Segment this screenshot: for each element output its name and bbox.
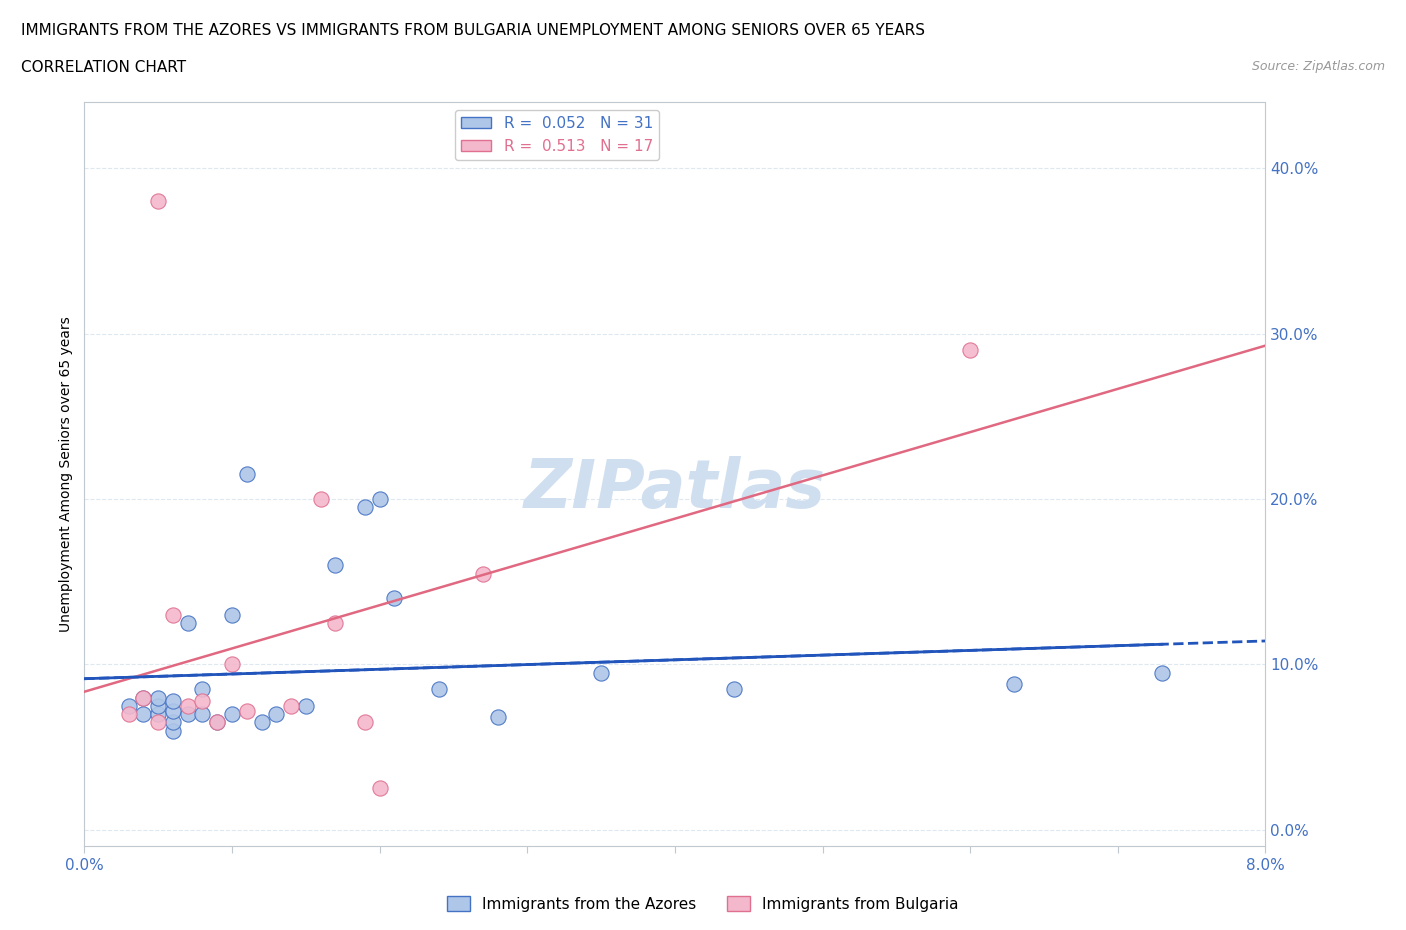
Point — [368, 781, 391, 796]
Point — [235, 703, 259, 718]
Point — [148, 707, 170, 722]
Point — [132, 690, 155, 705]
Point — [221, 707, 243, 722]
Point — [221, 607, 243, 622]
Text: IMMIGRANTS FROM THE AZORES VS IMMIGRANTS FROM BULGARIA UNEMPLOYMENT AMONG SENIOR: IMMIGRANTS FROM THE AZORES VS IMMIGRANTS… — [21, 23, 925, 38]
Point — [148, 698, 170, 713]
Point — [148, 194, 170, 209]
Point — [191, 707, 214, 722]
Point — [177, 707, 200, 722]
Point — [959, 343, 981, 358]
Point — [177, 698, 200, 713]
Point — [148, 690, 170, 705]
Point — [323, 616, 347, 631]
Point — [472, 566, 495, 581]
Text: ZIPatlas: ZIPatlas — [524, 457, 825, 522]
Point — [280, 698, 302, 713]
Point — [132, 690, 155, 705]
Point — [250, 715, 273, 730]
Point — [723, 682, 745, 697]
Point — [295, 698, 318, 713]
Point — [323, 558, 347, 573]
Point — [235, 467, 259, 482]
Text: CORRELATION CHART: CORRELATION CHART — [21, 60, 186, 75]
Y-axis label: Unemployment Among Seniors over 65 years: Unemployment Among Seniors over 65 years — [59, 316, 73, 632]
Point — [486, 710, 509, 724]
Point — [177, 616, 200, 631]
Point — [264, 707, 288, 722]
Point — [191, 694, 214, 709]
Legend: R =  0.052   N = 31, R =  0.513   N = 17: R = 0.052 N = 31, R = 0.513 N = 17 — [454, 110, 659, 160]
Point — [162, 694, 184, 709]
Point — [368, 492, 391, 507]
Legend: Immigrants from the Azores, Immigrants from Bulgaria: Immigrants from the Azores, Immigrants f… — [441, 889, 965, 918]
Point — [162, 715, 184, 730]
Point — [148, 715, 170, 730]
Point — [1150, 665, 1173, 680]
Point — [205, 715, 228, 730]
Point — [205, 715, 228, 730]
Point — [309, 492, 332, 507]
Point — [591, 665, 613, 680]
Point — [162, 607, 184, 622]
Point — [382, 591, 406, 605]
Point — [118, 698, 141, 713]
Point — [354, 500, 377, 515]
Point — [132, 707, 155, 722]
Point — [118, 707, 141, 722]
Point — [162, 703, 184, 718]
Point — [354, 715, 377, 730]
Point — [427, 682, 450, 697]
Point — [1004, 677, 1026, 692]
Point — [162, 724, 184, 738]
Text: Source: ZipAtlas.com: Source: ZipAtlas.com — [1251, 60, 1385, 73]
Point — [191, 682, 214, 697]
Point — [221, 657, 243, 671]
